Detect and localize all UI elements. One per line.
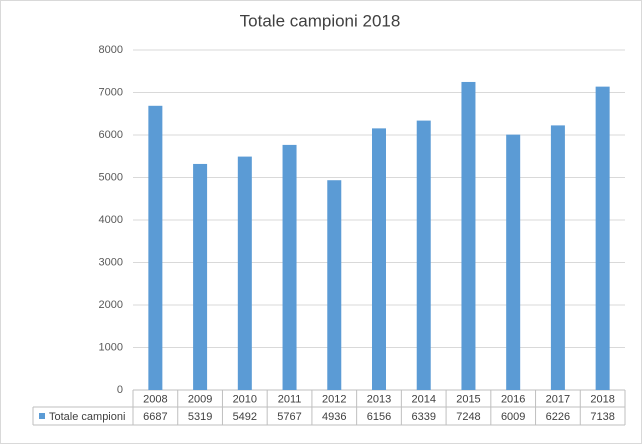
- y-tick-label: 5000: [99, 171, 123, 183]
- bar: [416, 120, 431, 390]
- y-tick-label: 3000: [99, 256, 123, 268]
- data-table-value: 6009: [501, 411, 525, 423]
- bar: [506, 134, 521, 390]
- bar: [193, 163, 208, 390]
- x-tick-label: 2010: [233, 393, 257, 405]
- x-tick-label: 2012: [322, 393, 346, 405]
- x-tick-label: 2014: [411, 393, 435, 405]
- data-table-value: 6339: [411, 411, 435, 423]
- y-tick-label: 0: [117, 384, 123, 396]
- data-table-value: 6156: [367, 411, 391, 423]
- x-tick-label: 2008: [143, 393, 167, 405]
- legend-key: [39, 413, 45, 419]
- chart-title: Totale campioni 2018: [240, 11, 401, 30]
- data-table-value: 5319: [188, 411, 212, 423]
- data-table-value: 5492: [233, 411, 257, 423]
- x-tick-label: 2009: [188, 393, 212, 405]
- y-tick-label: 7000: [99, 86, 123, 98]
- bar: [550, 125, 565, 391]
- data-table-value: 5767: [277, 411, 301, 423]
- data-table-value: 6687: [143, 411, 167, 423]
- x-tick-label: 2013: [367, 393, 391, 405]
- bar: [237, 156, 252, 390]
- x-tick-label: 2017: [546, 393, 570, 405]
- y-tick-label: 6000: [99, 129, 123, 141]
- y-tick-label: 4000: [99, 214, 123, 226]
- bar: [148, 105, 163, 391]
- x-tick-label: 2018: [590, 393, 614, 405]
- bar: [595, 86, 610, 390]
- data-table-value: 7248: [456, 411, 480, 423]
- bar: [282, 144, 297, 390]
- x-tick-label: 2011: [278, 393, 302, 405]
- data-table-value: 6226: [546, 411, 570, 423]
- x-tick-label: 2016: [501, 393, 525, 405]
- bar: [327, 180, 342, 390]
- data-table-value: 7138: [590, 411, 614, 423]
- y-tick-label: 2000: [99, 299, 123, 311]
- y-tick-label: 8000: [99, 44, 123, 56]
- x-tick-label: 2015: [456, 393, 480, 405]
- legend-label: Totale campioni: [49, 411, 125, 423]
- bar: [461, 81, 476, 391]
- y-tick-label: 1000: [99, 341, 123, 353]
- data-table-value: 4936: [322, 411, 346, 423]
- bar: [372, 128, 386, 390]
